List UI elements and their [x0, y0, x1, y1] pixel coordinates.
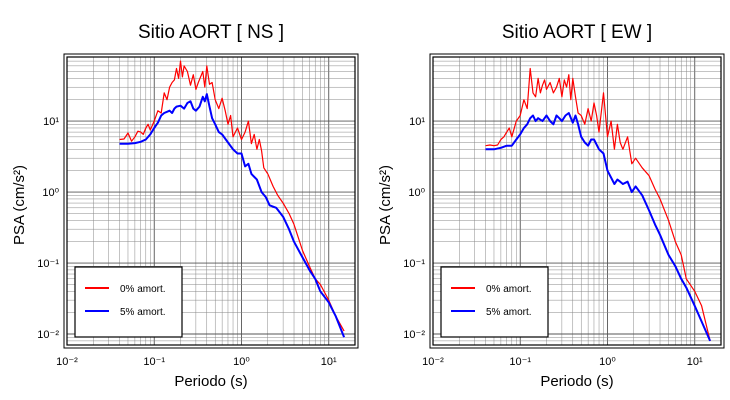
x-tick-label: 10⁻²: [56, 356, 78, 368]
chart-panel-2: 10⁻² 10⁻¹ 10⁰ 10¹ 10⁻² 10⁻¹ 10⁰ 10¹ Sitio AORT […: [377, 22, 725, 390]
plot-outer-frame: [429, 53, 725, 349]
y-tick-label: 10⁻¹: [37, 258, 59, 270]
x-tick-label: 10⁻²: [422, 356, 444, 368]
x-tick-label: 10⁰: [599, 356, 616, 368]
y-tick-label: 10⁻²: [37, 329, 59, 341]
series-line-undamped: [485, 67, 711, 342]
plot-frame: [66, 56, 356, 346]
chart-panel-1: 10⁻² 10⁻¹ 10⁰ 10¹ 10⁻² 10⁻¹ 10⁰ 10¹ Sitio AORT […: [11, 22, 359, 390]
y-tick-label: 10¹: [43, 116, 59, 128]
plot-frame: [432, 56, 722, 346]
legend-label: 0% amort.: [486, 284, 532, 295]
legend: 0% amort. 5% amort.: [74, 266, 183, 338]
y-tick-label: 10⁻¹: [403, 258, 425, 270]
legend-label: 5% amort.: [120, 307, 166, 318]
chart-title: Sitio AORT [ NS ]: [138, 22, 284, 43]
legend-label: 5% amort.: [486, 307, 532, 318]
y-tick-label: 10⁻²: [403, 329, 425, 341]
y-tick-label: 10⁰: [42, 187, 59, 199]
x-tick-label: 10¹: [321, 356, 337, 368]
x-tick-label: 10⁰: [233, 356, 250, 368]
legend: 0% amort. 5% amort.: [440, 266, 549, 338]
x-axis-label: Periodo (s): [540, 373, 613, 390]
legend-box: [74, 266, 183, 338]
legend-box: [440, 266, 549, 338]
grid: [66, 56, 356, 346]
series-line-damped: [119, 93, 346, 338]
legend-label: 0% amort.: [120, 284, 166, 295]
x-tick-label: 10⁻¹: [509, 356, 531, 368]
y-tick-label: 10¹: [409, 116, 425, 128]
series-line-damped: [485, 112, 712, 342]
x-tick-label: 10¹: [687, 356, 703, 368]
x-axis-label: Periodo (s): [174, 373, 247, 390]
chart-title: Sitio AORT [ EW ]: [502, 22, 652, 43]
series-line-undamped: [119, 60, 345, 332]
y-tick-label: 10⁰: [408, 187, 425, 199]
y-axis-label: PSA (cm/s²): [11, 165, 28, 245]
y-axis-label: PSA (cm/s²): [377, 165, 394, 245]
x-tick-label: 10⁻¹: [143, 356, 165, 368]
plot-outer-frame: [63, 53, 359, 349]
